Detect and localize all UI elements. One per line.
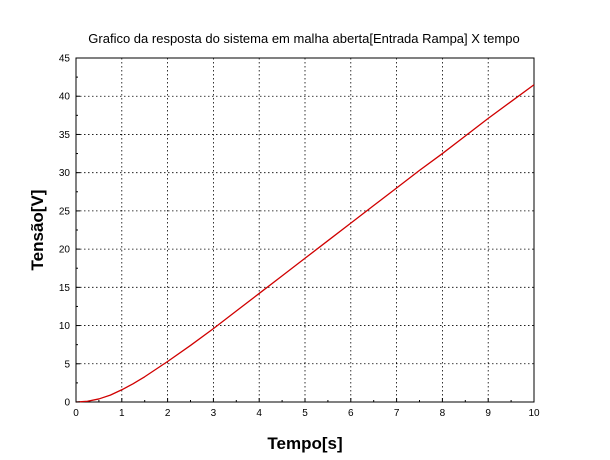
y-tick-label: 30 [59,168,71,179]
series-layer [75,84,535,403]
x-tick-label: 4 [256,408,262,419]
y-tick-label: 40 [59,92,71,103]
x-tick-label: 7 [394,408,400,419]
y-tick-label: 45 [59,54,71,65]
x-tick-label: 8 [440,408,446,419]
x-axis-label: Tempo[s] [267,434,342,453]
x-tick-label: 1 [119,408,125,419]
y-tick-label: 35 [59,130,71,141]
x-tick-label: 6 [348,408,354,419]
x-tick-label: 10 [528,408,540,419]
x-tick-label: 3 [211,408,217,419]
y-axis-label: Tensão[V] [28,190,47,271]
y-tick-label: 15 [59,283,71,294]
chart-title: Grafico da resposta do sistema em malha … [88,31,519,46]
y-tick-label: 20 [59,245,71,256]
x-tick-label: 5 [302,408,308,419]
x-tick-label: 9 [485,408,491,419]
y-tick-label: 0 [64,398,70,409]
series-line [75,84,535,403]
grid [76,58,534,402]
y-tick-label: 10 [59,321,71,332]
y-tick-label: 25 [59,206,71,217]
y-tick-label: 5 [64,359,70,370]
x-tick-label: 0 [73,408,79,419]
x-tick-label: 2 [165,408,171,419]
